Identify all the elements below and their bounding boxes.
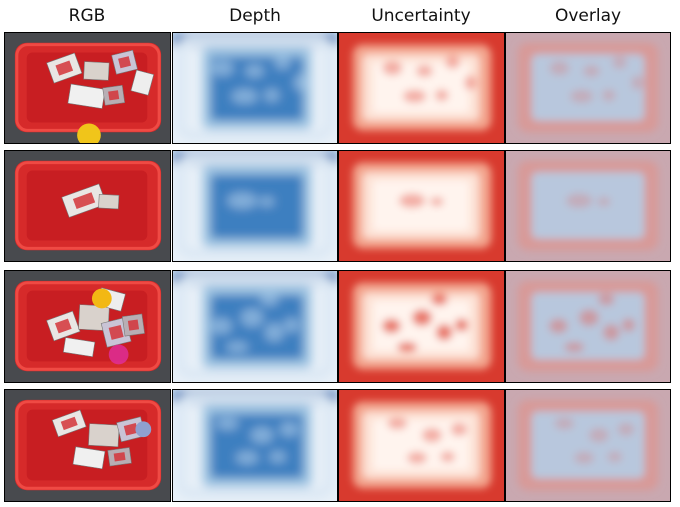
clutter-object: [46, 52, 83, 84]
column-title-overlay: Overlay: [554, 6, 622, 26]
depth-panel-row-4: [172, 389, 338, 502]
depth-image: [173, 390, 337, 501]
overlay-image: [506, 151, 670, 261]
rgb-panel-row-2: [4, 150, 171, 262]
uncertainty-image: [339, 151, 504, 261]
clutter-object: [61, 183, 107, 218]
overlay-panel-row-1: [505, 32, 671, 144]
clutter-object: [116, 416, 146, 443]
depth-image: [173, 33, 337, 143]
clutter-object: [46, 310, 81, 342]
rgb-panel-row-1: [4, 32, 171, 144]
depth-panel-row-1: [172, 32, 338, 144]
rgb-image: [5, 390, 170, 501]
uncertainty-panel-row-3: [338, 270, 505, 383]
depth-image: [173, 151, 337, 261]
overlay-panel-row-2: [505, 150, 671, 262]
clutter-object: [72, 446, 106, 470]
column-title-rgb: RGB: [68, 6, 106, 26]
clutter-object: [130, 69, 155, 96]
clutter-object: [111, 49, 138, 75]
uncertainty-image: [339, 33, 504, 143]
overlay-panel-row-4: [505, 389, 671, 502]
uncertainty-panel-row-1: [338, 32, 505, 144]
clutter-object: [83, 61, 110, 81]
overlay-image: [506, 33, 670, 143]
clutter-object: [98, 193, 120, 210]
column-title-depth: Depth: [229, 6, 281, 26]
uncertainty-panel-row-4: [338, 389, 505, 502]
rgb-panel-row-4: [4, 389, 171, 502]
clutter-object: [67, 83, 106, 109]
uncertainty-panel-row-2: [338, 150, 505, 262]
depth-image: [173, 271, 337, 382]
rgb-image: [5, 33, 170, 143]
overlay-image: [506, 390, 670, 501]
uncertainty-image: [339, 271, 504, 382]
overlay-panel-row-3: [505, 270, 671, 383]
clutter-object: [88, 423, 120, 448]
rgb-image: [5, 151, 170, 261]
overlay-image: [506, 271, 670, 382]
clutter-object: [102, 84, 126, 106]
clutter-object: [121, 313, 145, 337]
depth-panel-row-3: [172, 270, 338, 383]
rgb-image: [5, 271, 170, 382]
depth-panel-row-2: [172, 150, 338, 262]
clutter-object: [62, 337, 96, 358]
clutter-object: [51, 409, 87, 438]
column-title-uncertainty: Uncertainty: [371, 6, 471, 26]
uncertainty-image: [339, 390, 504, 501]
clutter-object: [107, 447, 132, 467]
rgb-panel-row-3: [4, 270, 171, 383]
